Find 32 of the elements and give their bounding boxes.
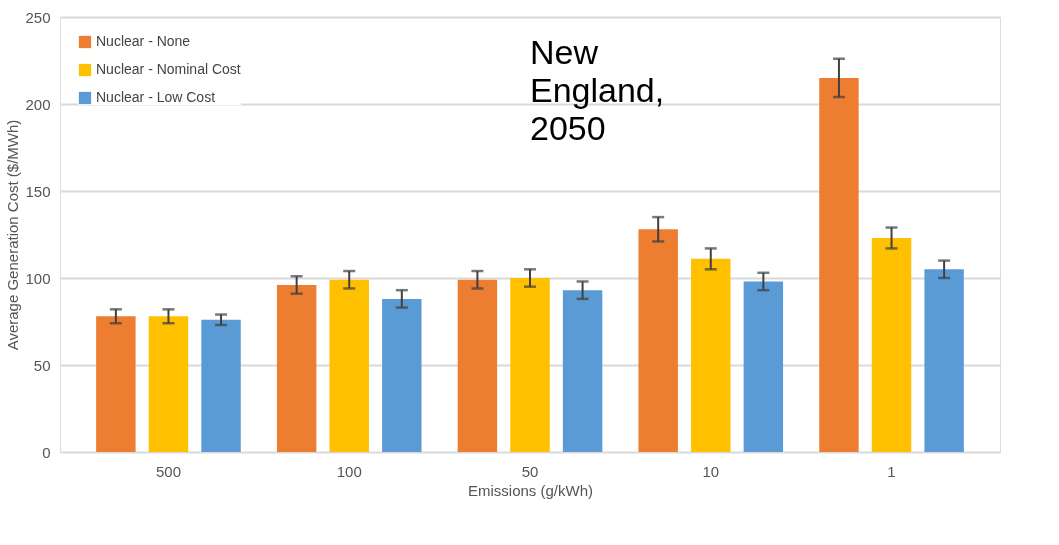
x-tick-label: 500 xyxy=(155,462,181,480)
bar xyxy=(924,269,964,452)
legend-label: Nuclear - Low Cost xyxy=(96,89,216,105)
bar xyxy=(638,229,678,452)
annotation: New England, 2050 xyxy=(530,33,665,147)
legend-label: Nuclear - Nominal Cost xyxy=(96,61,241,77)
x-tick-label: 10 xyxy=(702,462,720,480)
y-tick-label: 150 xyxy=(25,182,51,200)
bar xyxy=(457,279,498,452)
y-tick-label: 250 xyxy=(25,8,51,26)
bar xyxy=(871,237,912,452)
bar xyxy=(510,278,550,452)
y-tick-label: 200 xyxy=(25,95,51,113)
x-tick-label: 100 xyxy=(336,462,362,480)
bar xyxy=(743,281,784,452)
bar xyxy=(96,316,136,452)
bar xyxy=(148,316,189,452)
bar xyxy=(382,298,422,452)
y-tick-label: 50 xyxy=(33,356,51,374)
x-tick-label: 50 xyxy=(521,462,539,480)
bar xyxy=(329,279,369,452)
y-tick-label: 0 xyxy=(42,443,51,461)
bar xyxy=(276,284,317,452)
bar xyxy=(201,319,241,452)
y-axis-title: Average Generation Cost ($/MWh) xyxy=(4,119,22,351)
x-axis-title: Emissions (g/kWh) xyxy=(467,481,594,499)
bar xyxy=(562,290,603,452)
legend-label: Nuclear - None xyxy=(96,33,191,49)
x-tick-label: 1 xyxy=(887,462,896,480)
y-tick-label: 100 xyxy=(25,269,51,287)
bar xyxy=(691,258,731,452)
bar xyxy=(819,77,859,452)
